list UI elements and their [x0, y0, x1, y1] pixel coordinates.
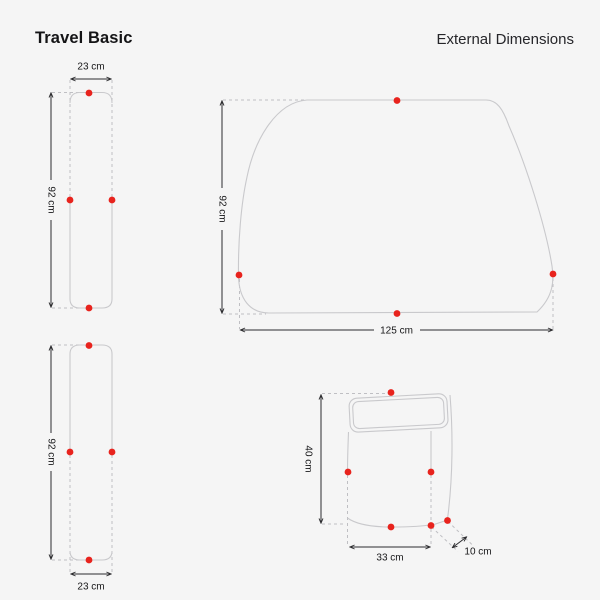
shape-outline [69, 91, 113, 309]
measure-point [344, 468, 352, 476]
measure-point [235, 271, 243, 279]
measure-point [549, 270, 557, 278]
pocket-side-edge [446, 394, 453, 520]
measure-point [393, 310, 401, 317]
pocket-flap [348, 393, 449, 433]
measure-point [66, 196, 74, 204]
dimension-lines [222, 101, 553, 330]
dimension-label-side-bottom-height: 92 cm [45, 438, 56, 466]
dimension-label-side-top-width: 23 cm [77, 61, 105, 73]
dimension-lines [321, 395, 467, 548]
page-title: Travel Basic [35, 29, 133, 47]
measure-point [66, 448, 74, 456]
measure-points [66, 342, 116, 564]
dimension-label-side-top-height: 92 cm [45, 186, 56, 214]
pocket-view [321, 389, 474, 552]
depth-guide-line [431, 526, 459, 552]
pocket-left-edge [346, 431, 350, 473]
measure-point [108, 448, 116, 456]
side-view-bottom [51, 342, 116, 574]
measure-point [108, 196, 116, 204]
dimension-lines [51, 79, 111, 307]
extension-lines [223, 99, 554, 329]
dimension-label-front-width: 125 cm [380, 325, 413, 336]
measure-point [387, 389, 395, 396]
shape-outline [69, 344, 113, 561]
front-view [222, 97, 557, 330]
measure-point [85, 89, 93, 97]
measure-point [427, 522, 435, 529]
measure-points [344, 389, 451, 531]
shape-outline [237, 99, 554, 314]
measure-point [85, 342, 93, 349]
measure-point [427, 468, 435, 476]
measure-points [235, 97, 557, 317]
shape-outline [346, 393, 453, 528]
dimension-label-pocket-depth: 10 cm [464, 546, 492, 557]
extension-lines [52, 80, 113, 309]
measure-point [393, 97, 401, 104]
dimension-label-pocket-width: 33 cm [376, 552, 404, 564]
dimension-label-side-bottom-width: 23 cm [77, 581, 105, 593]
dimension-label-pocket-height: 40 cm [302, 444, 314, 473]
measure-point [387, 523, 395, 531]
measure-point [85, 556, 93, 564]
side-view-top [51, 79, 116, 312]
extension-lines [52, 344, 113, 573]
measure-point [85, 304, 93, 312]
measure-points [66, 89, 116, 312]
depth-guide-line [447, 521, 474, 547]
measure-point [444, 517, 451, 524]
dimension-lines [51, 346, 111, 574]
depth-dimension-line [453, 537, 467, 548]
view-title: External Dimensions [436, 31, 574, 48]
dimension-label-front-height: 92 cm [216, 195, 227, 223]
